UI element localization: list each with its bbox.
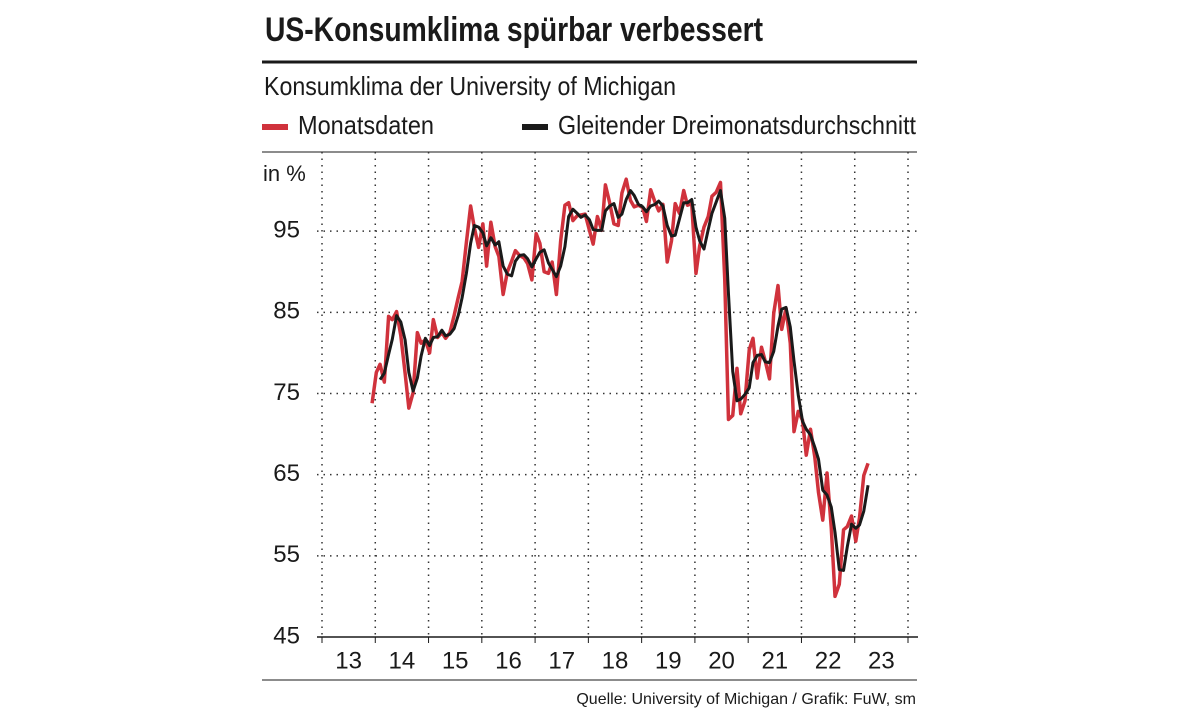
- y-tick-label: 85: [273, 298, 300, 325]
- y-tick-label: 45: [273, 622, 300, 649]
- source-note: Quelle: University of Michigan / Grafik:…: [576, 691, 916, 708]
- series-line: [378, 189, 870, 572]
- x-tick-label: 22: [815, 647, 842, 674]
- y-tick-label: 95: [273, 217, 300, 244]
- x-tick-label: 14: [389, 647, 416, 674]
- y-tick-label: 65: [273, 460, 300, 487]
- x-tick-label: 19: [655, 647, 682, 674]
- chart-subtitle: Konsumklima der University of Michigan: [264, 71, 676, 101]
- x-tick-label: 16: [495, 647, 522, 674]
- x-tick-label: 23: [868, 647, 895, 674]
- series-line: [370, 177, 870, 599]
- x-tick-label: 15: [442, 647, 469, 674]
- legend-label: Gleitender Dreimonatsdurchschnitt: [558, 110, 917, 140]
- legend-label: Monatsdaten: [298, 110, 434, 140]
- y-tick-label: 75: [273, 379, 300, 406]
- x-tick-label: 17: [548, 647, 575, 674]
- x-tick-label: 13: [335, 647, 362, 674]
- y-unit-label: in %: [263, 161, 306, 186]
- y-tick-label: 55: [273, 541, 300, 568]
- x-tick-label: 20: [708, 647, 735, 674]
- x-tick-label: 18: [602, 647, 629, 674]
- chart-title: US-Konsumklima spürbar verbessert: [265, 11, 763, 49]
- x-tick-label: 21: [761, 647, 788, 674]
